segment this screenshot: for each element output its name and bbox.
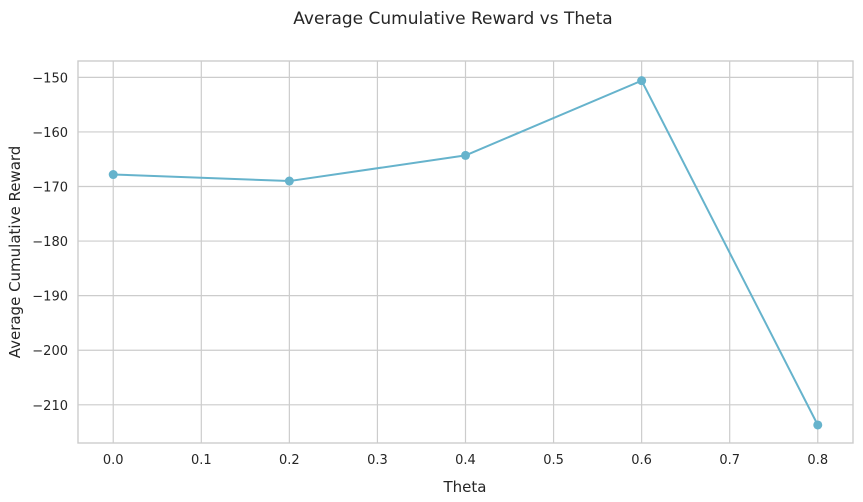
- x-tick-label: 0.6: [631, 453, 652, 468]
- series-layer: [108, 76, 823, 430]
- x-axis-label: Theta: [443, 478, 487, 496]
- y-tick-label: −190: [32, 290, 68, 305]
- x-tick-label: 0.3: [367, 453, 388, 468]
- x-tick-label: 0.4: [455, 453, 476, 468]
- data-point: [637, 76, 647, 86]
- y-tick-label: −150: [32, 71, 68, 86]
- data-point: [461, 150, 470, 160]
- y-axis-label: Average Cumulative Reward: [6, 146, 24, 359]
- x-tick-label: 0.0: [103, 453, 124, 468]
- data-point: [813, 420, 823, 430]
- tick-labels: 0.0 0.1 0.2 0.3 0.4 0.5 0.6 0.7 0.8 −210 −200 −190 −…: [32, 71, 828, 468]
- y-tick-label: −160: [32, 126, 68, 141]
- y-tick-label: −210: [32, 399, 68, 414]
- plot-frame: [77, 60, 854, 444]
- y-tick-label: −200: [32, 344, 68, 359]
- x-tick-label: 0.8: [807, 453, 828, 468]
- grid: [78, 61, 853, 443]
- x-tick-label: 0.7: [719, 453, 740, 468]
- chart-title: Average Cumulative Reward vs Theta: [293, 9, 612, 29]
- y-tick-label: −170: [32, 181, 68, 196]
- y-tick-label: −180: [32, 235, 68, 250]
- x-tick-label: 0.2: [279, 453, 300, 468]
- data-point: [284, 176, 294, 186]
- data-point: [108, 170, 118, 180]
- x-tick-label: 0.1: [191, 453, 212, 468]
- x-tick-label: 0.5: [543, 453, 564, 468]
